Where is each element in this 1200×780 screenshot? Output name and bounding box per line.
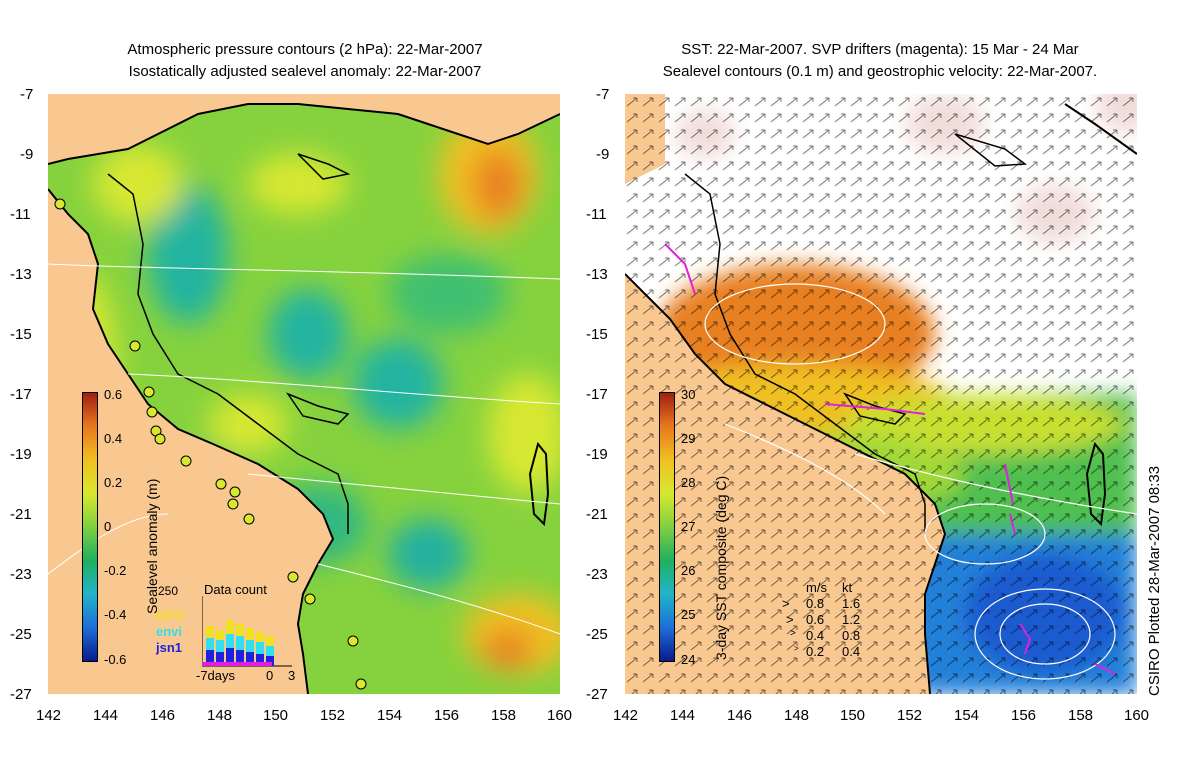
right-lon-tick: 142	[613, 707, 639, 724]
velocity-kt: 0.8	[842, 628, 861, 643]
sla-colorbar-tick-2: 0.2	[104, 475, 123, 490]
right-lon-tick: 160	[1124, 707, 1150, 724]
arrow-icon: >	[794, 644, 799, 653]
right-lat-tick: -13	[586, 266, 608, 283]
velocity-ms: 0.4	[806, 628, 825, 643]
arrow-icon: >	[790, 628, 796, 639]
sla-colorbar-tick-6: -0.6	[104, 652, 127, 667]
right-lon-tick: 156	[1011, 707, 1037, 724]
right-title-line1: SST: 22-Mar-2007. SVP drifters (magenta)…	[681, 41, 1079, 58]
sst-colorbar-tick-0: 30	[681, 387, 696, 402]
sla-colorbar-tick-5: -0.4	[104, 607, 127, 622]
right-lat-tick: -9	[596, 146, 610, 163]
sst-colorbar-label: 3-day SST composite (deg C)	[713, 475, 729, 660]
right-lat-tick: -15	[586, 326, 608, 343]
right-lat-tick: -19	[586, 446, 608, 463]
right-lon-tick: 152	[897, 707, 923, 724]
satellite-jsn1: jsn1	[156, 640, 183, 655]
arrow-icon: >	[782, 596, 790, 611]
right-title-line2: Sealevel contours (0.1 m) and geostrophi…	[662, 63, 1098, 80]
inset-xlabel-1: 0	[266, 668, 274, 683]
sla-colorbar	[82, 392, 98, 662]
right-lat-tick: -11	[586, 206, 607, 223]
velocity-header-ms: m/s	[806, 580, 827, 595]
velocity-kt: 0.4	[842, 644, 861, 659]
left-lon-tick: 160	[547, 707, 573, 724]
sst-colorbar	[659, 392, 675, 662]
left-lon-tick: 148	[207, 707, 233, 724]
right-lat-tick: -17	[586, 386, 608, 403]
right-lon-tick: 146	[727, 707, 753, 724]
inset-xlabel-2: 3	[288, 668, 296, 683]
right-lat-tick: -25	[586, 626, 608, 643]
satellite-gfo: GFO	[156, 608, 185, 623]
right-lon-tick: 144	[670, 707, 696, 724]
left-lon-tick: 152	[320, 707, 346, 724]
right-lat-tick: -27	[586, 686, 608, 703]
sla-colorbar-tick-1: 0.4	[104, 431, 123, 446]
sst-colorbar-tick-5: 25	[681, 607, 696, 622]
right-lat-tick: -7	[596, 86, 610, 103]
velocity-ms: 0.6	[806, 612, 825, 627]
sst-map: 30 29 28 27 26 25 24 3-day SST composite…	[625, 94, 1137, 694]
left-title-line1: Atmospheric pressure contours (2 hPa): 2…	[127, 41, 483, 58]
right-lon-tick: 158	[1068, 707, 1094, 724]
velocity-kt: 1.2	[842, 612, 861, 627]
left-lon-tick: 154	[377, 707, 403, 724]
sealevel-anomaly-map: 0.6 0.4 0.2 0 -0.2 -0.4 -0.6 Sealevel an…	[48, 94, 560, 694]
right-lon-tick: 148	[784, 707, 810, 724]
arrow-icon: >	[786, 612, 794, 627]
sst-map-graphic	[625, 94, 1137, 694]
velocity-ms: 0.2	[806, 644, 825, 659]
sla-colorbar-tick-3: 0	[104, 519, 112, 534]
left-lon-tick: 156	[434, 707, 460, 724]
right-lon-tick: 154	[954, 707, 980, 724]
sealevel-anomaly-map-graphic	[48, 94, 560, 694]
left-lat-tick: -11	[10, 206, 31, 223]
velocity-legend: m/s kt > 0.8 1.6 > 0.6 1.2 > 0.4 0.8 > 0…	[780, 580, 880, 670]
inset-ymax: 250	[158, 584, 179, 598]
sst-colorbar-tick-3: 27	[681, 519, 696, 534]
sst-colorbar-tick-1: 29	[681, 431, 696, 446]
left-lat-tick: -13	[10, 266, 32, 283]
left-lat-tick: -15	[10, 326, 32, 343]
left-lat-tick: -27	[10, 686, 32, 703]
right-lat-tick: -23	[586, 566, 608, 583]
left-lon-tick: 158	[491, 707, 517, 724]
left-lat-tick: -21	[10, 506, 32, 523]
right-lon-tick: 150	[840, 707, 866, 724]
inset-bars	[202, 596, 292, 667]
left-lat-tick: -23	[10, 566, 32, 583]
satellite-envi: envi	[156, 624, 183, 639]
velocity-kt: 1.6	[842, 596, 861, 611]
sla-colorbar-tick-0: 0.6	[104, 387, 123, 402]
left-lon-tick: 146	[150, 707, 176, 724]
left-lat-tick: -19	[10, 446, 32, 463]
sst-colorbar-tick-6: 24	[681, 652, 696, 667]
left-lat-tick: -7	[20, 86, 34, 103]
plot-credit: CSIRO Plotted 28-Mar-2007 08:33	[1146, 465, 1163, 696]
inset-xlabel-0: -7days	[196, 668, 236, 683]
velocity-ms: 0.8	[806, 596, 825, 611]
left-lat-tick: -9	[20, 146, 34, 163]
left-lon-tick: 144	[93, 707, 119, 724]
left-lat-tick: -25	[10, 626, 32, 643]
data-count-inset: Data count 250 GFO envi jsn1 -7days 0 3	[156, 582, 296, 683]
left-title-line2: Isostatically adjusted sealevel anomaly:…	[128, 63, 482, 80]
sst-colorbar-tick-2: 28	[681, 475, 696, 490]
left-lon-tick: 150	[263, 707, 289, 724]
left-lat-tick: -17	[10, 386, 32, 403]
right-lat-tick: -21	[586, 506, 608, 523]
left-lon-tick: 142	[36, 707, 62, 724]
sst-colorbar-tick-4: 26	[681, 563, 696, 578]
velocity-header-kt: kt	[842, 580, 853, 595]
sla-colorbar-tick-4: -0.2	[104, 563, 127, 578]
inset-title: Data count	[204, 582, 267, 597]
